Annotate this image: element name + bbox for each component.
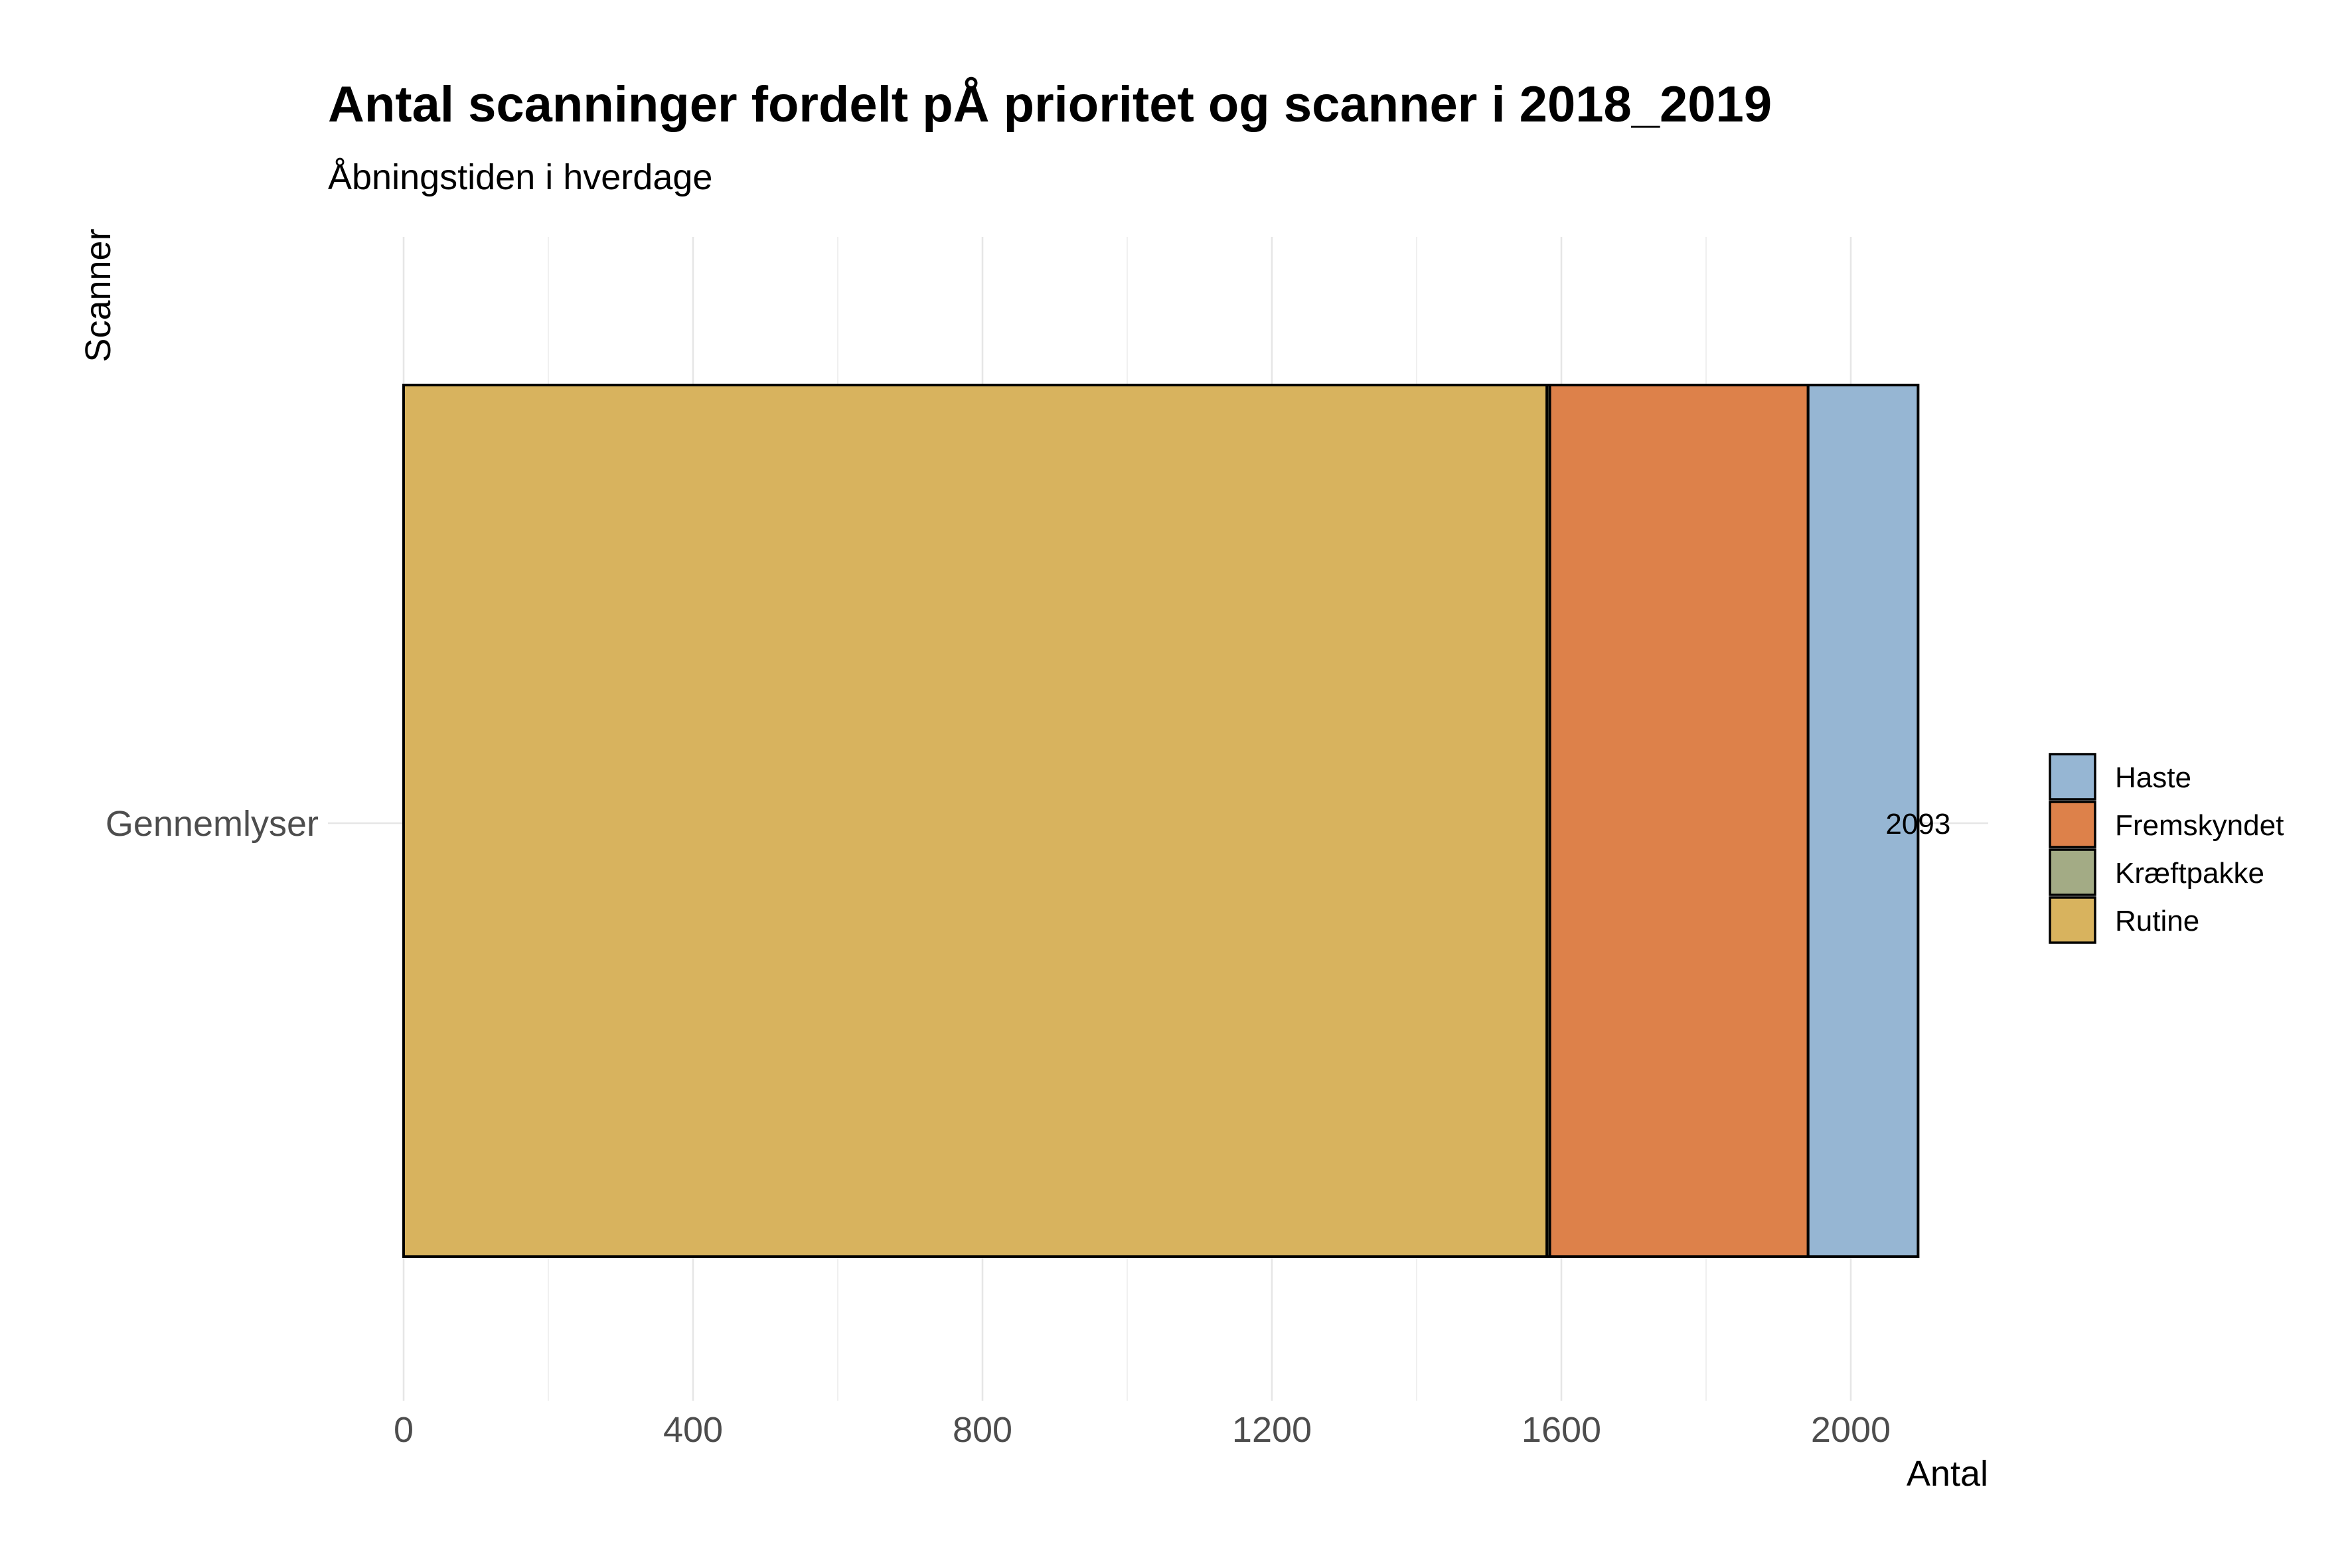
bars <box>402 384 1920 1258</box>
legend-label: Kræftpakke <box>2115 857 2264 890</box>
y-axis: Gennemlyser <box>106 804 319 844</box>
x-tick-label: 1200 <box>1232 1410 1312 1450</box>
bar-segment-fremskyndet <box>1548 384 1810 1258</box>
legend-label: Haste <box>2115 761 2191 794</box>
x-axis-title: Antal <box>1907 1454 1988 1494</box>
x-tick-label: 1600 <box>1522 1410 1601 1450</box>
chart-subtitle: Åbningstiden i hverdage <box>328 157 712 197</box>
legend-label: Fremskyndet <box>2115 809 2284 842</box>
bar-segment-rutine <box>402 384 1549 1258</box>
x-axis: 0 400 800 1200 1600 2000 <box>394 1410 1891 1450</box>
legend-key-haste <box>2049 753 2096 801</box>
chart-title: Antal scanninger fordelt pÅ prioritet og… <box>328 76 1772 133</box>
x-tick-label: 800 <box>953 1410 1012 1450</box>
x-tick-label: 400 <box>663 1410 723 1450</box>
bar-segment-haste <box>1806 384 1920 1258</box>
legend-key-rutine <box>2049 896 2096 944</box>
y-tick-label: Gennemlyser <box>106 804 319 844</box>
y-axis-title: Scanner <box>78 228 118 362</box>
x-tick-label: 2000 <box>1811 1410 1891 1450</box>
x-tick-label: 0 <box>394 1410 414 1450</box>
legend: Haste Fremskyndet Kræftpakke Rutine <box>2049 753 2284 944</box>
legend-key-kræftpakke <box>2049 848 2096 896</box>
legend-label: Rutine <box>2115 905 2199 937</box>
legend-key-fremskyndet <box>2049 801 2096 848</box>
total-label: 2093 <box>1885 808 1950 840</box>
data-labels: 2093 <box>1885 808 1950 840</box>
